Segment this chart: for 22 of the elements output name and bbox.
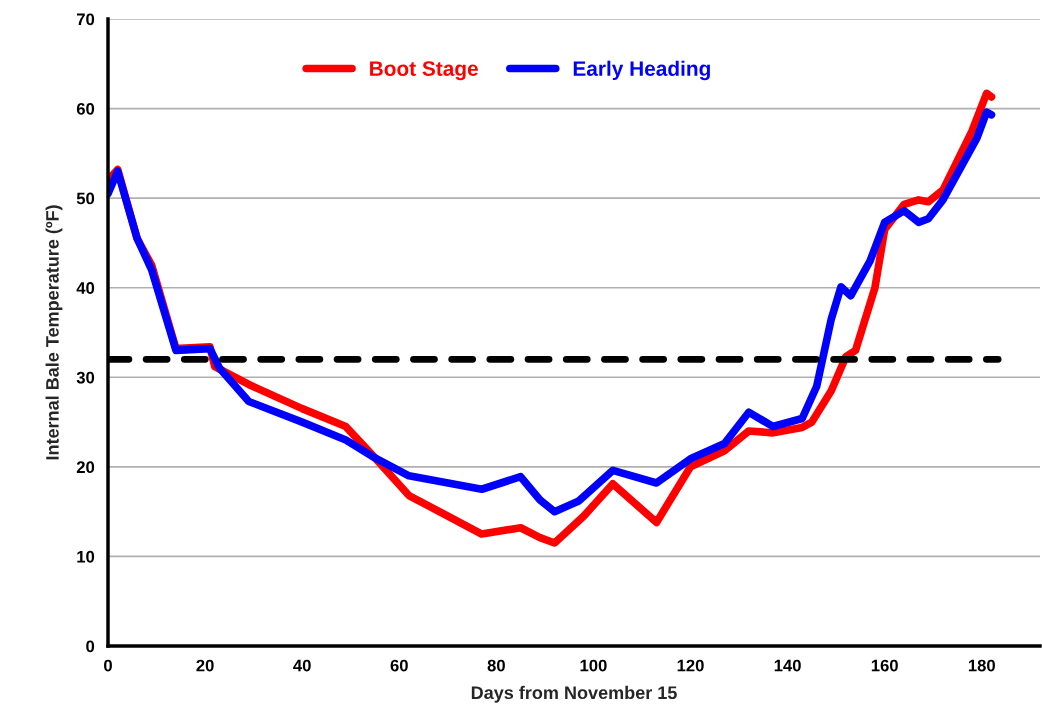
y-tick-label: 10 [77, 550, 95, 563]
x-tick-label: 40 [293, 659, 311, 672]
y-tick-label: 40 [76, 282, 95, 294]
x-tick-label: 0 [104, 659, 112, 672]
x-tick-label: 180 [968, 659, 995, 672]
y-tick-label: 30 [76, 371, 95, 384]
x-tick-label: 20 [196, 659, 214, 672]
y-tick-label: 20 [76, 461, 95, 474]
x-tick-label: 140 [774, 659, 801, 672]
y-tick-label: 60 [76, 102, 95, 115]
x-tick-label: 80 [487, 659, 505, 672]
x-tick-label: 160 [871, 659, 898, 672]
y-tick-label: 50 [76, 192, 95, 205]
x-tick-label: 120 [677, 659, 704, 672]
y-axis-title: Internal Bale Temperature (ºF) [45, 205, 63, 460]
x-tick-label: 60 [390, 659, 408, 672]
x-tick-label: 100 [580, 659, 607, 672]
legend-label: Boot Stage [370, 61, 478, 81]
x-axis-title: Days from November 15 [471, 685, 677, 703]
y-tick-label: 0 [86, 640, 95, 653]
y-tick-label: 70 [76, 13, 95, 26]
legend-label: Early Heading [573, 60, 710, 81]
